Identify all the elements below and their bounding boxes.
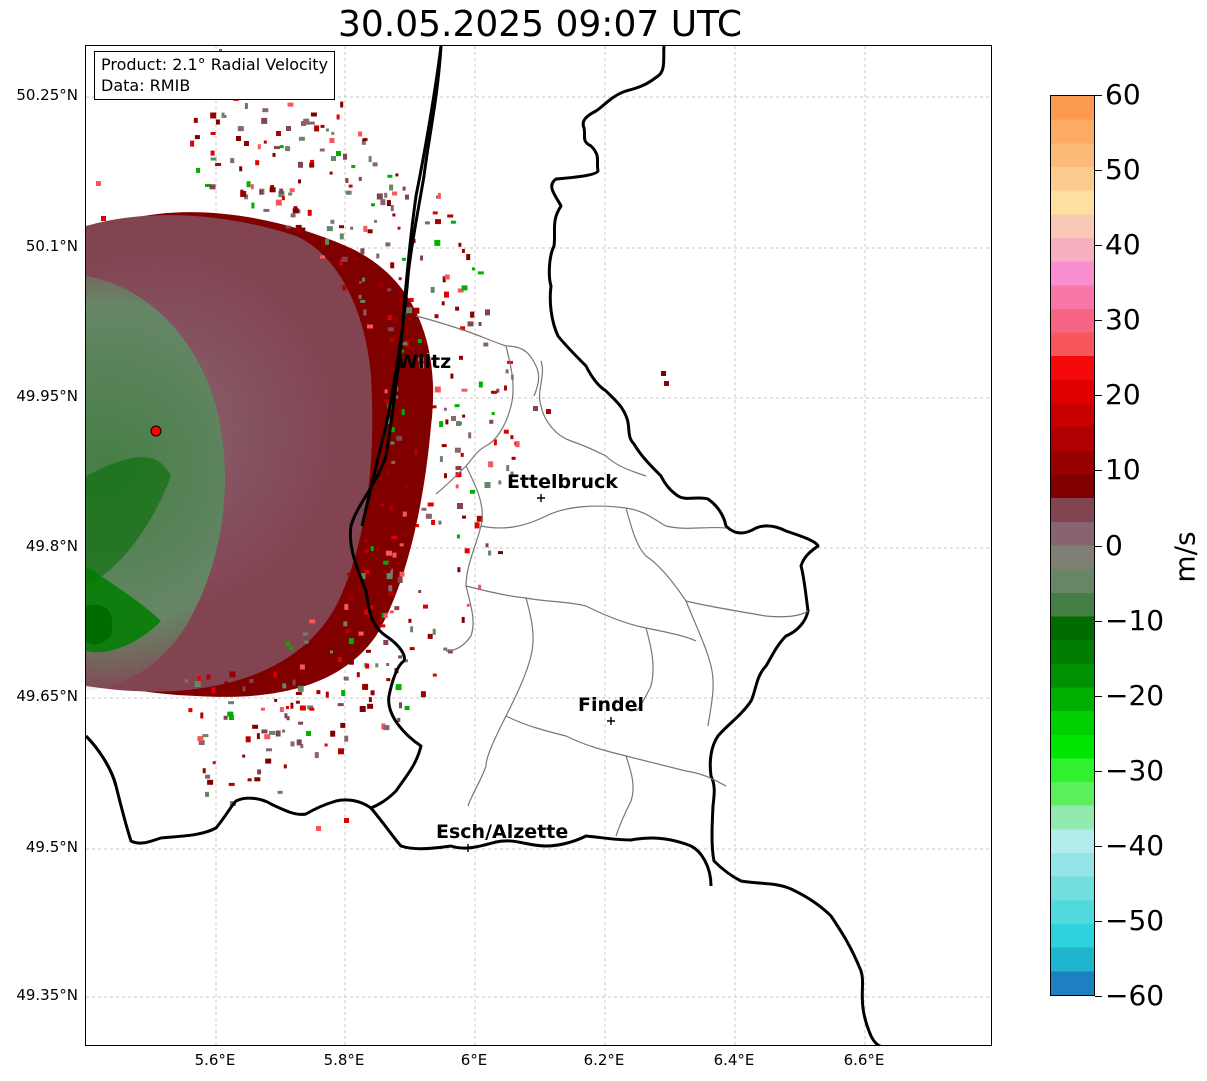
- colorbar-tick-label: 60: [1105, 78, 1141, 111]
- colorbar-tick-label: −40: [1105, 829, 1165, 862]
- colorbar-unit-text: m/s: [1168, 531, 1202, 583]
- lon-tick-label: 6.2°E: [583, 1051, 625, 1069]
- colorbar-tick: [1095, 395, 1102, 396]
- lon-tick-label: 5.8°E: [323, 1051, 365, 1069]
- city-marker-findel: [607, 717, 615, 725]
- colorbar-tick: [1095, 996, 1102, 997]
- district-borders: [415, 315, 809, 837]
- map-title: 30.05.2025 09:07 UTC: [337, 4, 743, 45]
- colorbar-tick-label: −50: [1105, 904, 1165, 937]
- colorbar-tick: [1095, 320, 1102, 321]
- lat-tick-label: 49.95°N: [16, 387, 78, 405]
- data-source-line: Data: RMIB: [101, 76, 191, 95]
- city-marker-ettelbruck: [537, 494, 545, 502]
- colorbar-tick-label: 10: [1105, 453, 1141, 486]
- colorbar-tick: [1095, 771, 1102, 772]
- colorbar-tick: [1095, 95, 1102, 96]
- national-borders: [86, 46, 882, 1045]
- colorbar-tick-label: 20: [1105, 378, 1141, 411]
- lon-tick-label: 6.6°E: [843, 1051, 885, 1069]
- product-line: Product: 2.1° Radial Velocity: [101, 55, 329, 74]
- colorbar-tick: [1095, 470, 1102, 471]
- colorbar-tick-label: 30: [1105, 303, 1141, 336]
- lat-tick-label: 50.25°N: [16, 86, 78, 104]
- colorbar-tick-label: −20: [1105, 679, 1165, 712]
- colorbar-tick-label: 40: [1105, 228, 1141, 261]
- city-label-wiltz: Wiltz: [397, 351, 452, 373]
- colorbar-unit-label: m/s: [1168, 531, 1202, 583]
- radar-echo-field: [86, 49, 669, 831]
- map-area[interactable]: [85, 45, 992, 1046]
- velocity-colorbar: [1050, 95, 1095, 996]
- colorbar-tick-label: −10: [1105, 604, 1165, 637]
- colorbar-tick: [1095, 921, 1102, 922]
- lon-tick-label: 6.4°E: [713, 1051, 755, 1069]
- lat-tick-label: 49.8°N: [25, 537, 78, 555]
- colorbar-tick-label: −60: [1105, 979, 1165, 1012]
- colorbar-tick: [1095, 170, 1102, 171]
- colorbar-tick: [1095, 696, 1102, 697]
- lat-tick-label: 50.1°N: [25, 237, 78, 255]
- city-label-ettelbruck: Ettelbruck: [507, 471, 618, 493]
- lat-tick-label: 49.65°N: [16, 687, 78, 705]
- colorbar-tick: [1095, 846, 1102, 847]
- radar-station-marker: [150, 425, 162, 437]
- product-info-box: Product: 2.1° Radial Velocity Data: RMIB: [94, 51, 336, 100]
- colorbar-tick: [1095, 245, 1102, 246]
- city-marker-esch: [464, 844, 472, 852]
- city-markers: [464, 494, 615, 852]
- lat-tick-label: 49.5°N: [25, 838, 78, 856]
- lat-tick-label: 49.35°N: [16, 986, 78, 1004]
- colorbar-tick-label: 0: [1105, 529, 1123, 562]
- city-label-findel: Findel: [578, 694, 645, 716]
- colorbar-tick: [1095, 546, 1102, 547]
- city-label-esch-alzette: Esch/Alzette: [436, 821, 569, 843]
- lon-tick-label: 6°E: [460, 1051, 488, 1069]
- map-canvas: [86, 46, 991, 1045]
- colorbar-tick: [1095, 621, 1102, 622]
- colorbar-tick-label: −30: [1105, 754, 1165, 787]
- lon-tick-label: 5.6°E: [194, 1051, 236, 1069]
- colorbar-tick-label: 50: [1105, 153, 1141, 186]
